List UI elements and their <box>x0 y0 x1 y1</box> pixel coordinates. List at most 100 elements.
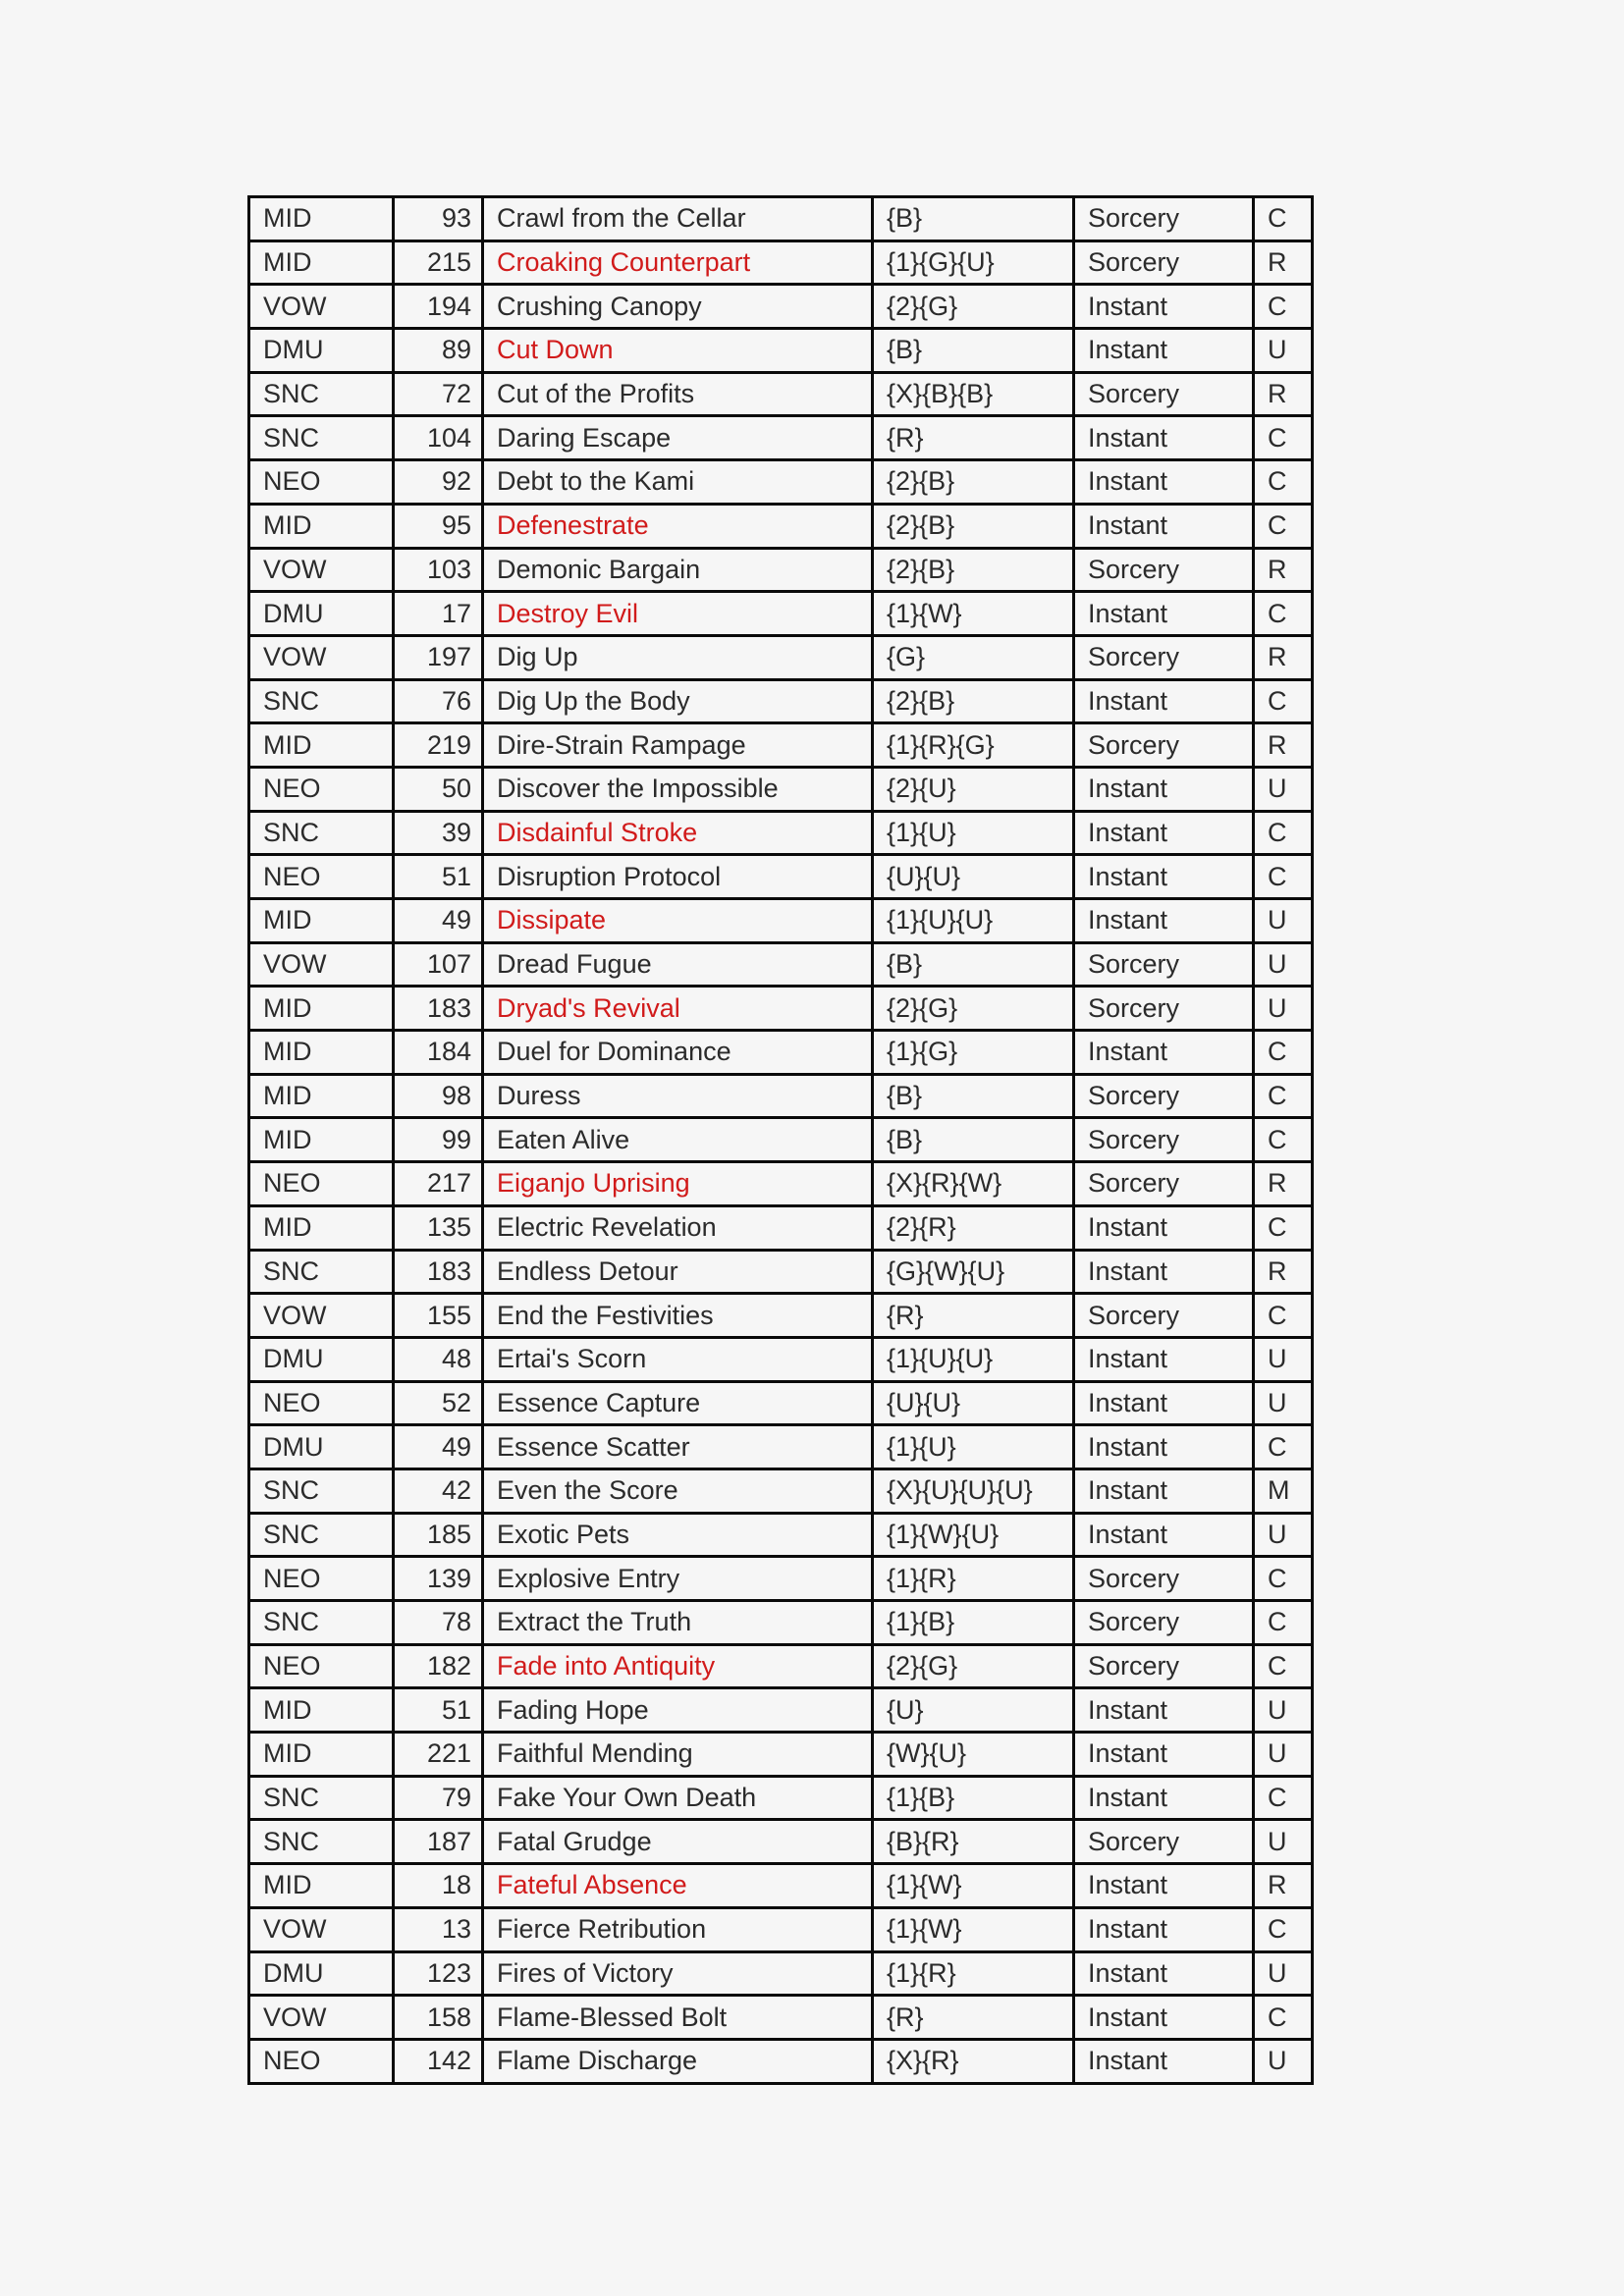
set-cell: DMU <box>247 327 395 374</box>
number-cell: 183 <box>392 985 484 1033</box>
set-cell: DMU <box>247 1335 395 1383</box>
number-cell: 184 <box>392 1029 484 1076</box>
number-cell: 76 <box>392 677 484 725</box>
number-cell: 221 <box>392 1731 484 1778</box>
cost-cell: {1}{G}{U} <box>871 239 1075 287</box>
type-cell: Instant <box>1072 1203 1255 1252</box>
number-cell: 18 <box>392 1862 484 1909</box>
rarity-cell: C <box>1252 809 1314 857</box>
cost-cell: {X}{R} <box>871 2037 1075 2085</box>
rarity-cell: U <box>1252 1335 1314 1383</box>
number-cell: 158 <box>392 1994 484 2041</box>
number-cell: 182 <box>392 1642 484 1690</box>
cost-cell: {G}{W}{U} <box>871 1248 1075 1296</box>
number-cell: 219 <box>392 721 484 769</box>
cost-cell: {1}{B} <box>871 1774 1075 1822</box>
set-cell: MID <box>247 721 395 769</box>
set-cell: MID <box>247 1686 395 1735</box>
number-cell: 42 <box>392 1467 484 1515</box>
name-cell: Fateful Absence <box>481 1862 874 1909</box>
rarity-cell: C <box>1252 1774 1314 1822</box>
rarity-cell: U <box>1252 1379 1314 1427</box>
number-cell: 49 <box>392 897 484 944</box>
name-cell: Exotic Pets <box>481 1511 874 1559</box>
card-row: VOW 197 Dig Up {G} Sorcery R <box>247 633 1314 681</box>
card-row: DMU 49 Essence Scatter {1}{U} Instant C <box>247 1423 1314 1470</box>
rarity-cell: U <box>1252 2037 1314 2085</box>
cost-cell: {1}{U}{U} <box>871 1335 1075 1383</box>
cost-cell: {1}{G} <box>871 1029 1075 1076</box>
set-cell: MID <box>247 1029 395 1076</box>
type-cell: Instant <box>1072 765 1255 813</box>
card-list-table: MID 93 Crawl from the Cellar {B} Sorcery C MID… <box>247 195 1314 2085</box>
name-cell: Disruption Protocol <box>481 853 874 900</box>
card-row: SNC 79 Fake Your Own Death {1}{B} Instant C <box>247 1774 1314 1822</box>
rarity-cell: C <box>1252 1292 1314 1339</box>
number-cell: 95 <box>392 502 484 550</box>
rarity-cell: C <box>1252 1599 1314 1646</box>
rarity-cell: U <box>1252 940 1314 988</box>
card-table-body: MID 93 Crawl from the Cellar {B} Sorcery C MID… <box>247 195 1314 2085</box>
set-cell: MID <box>247 502 395 550</box>
card-row: DMU 89 Cut Down {B} Instant U <box>247 327 1314 374</box>
type-cell: Sorcery <box>1072 1072 1255 1120</box>
rarity-cell: C <box>1252 1116 1314 1164</box>
card-row: NEO 217 Eiganjo Uprising {X}{R}{W} Sorcery R <box>247 1160 1314 1207</box>
card-row: DMU 48 Ertai's Scorn {1}{U}{U} Instant U <box>247 1335 1314 1383</box>
set-cell: SNC <box>247 677 395 725</box>
rarity-cell: C <box>1252 458 1314 506</box>
name-cell: Explosive Entry <box>481 1555 874 1602</box>
rarity-cell: U <box>1252 1511 1314 1559</box>
type-cell: Sorcery <box>1072 940 1255 988</box>
cost-cell: {2}{B} <box>871 677 1075 725</box>
number-cell: 48 <box>392 1335 484 1383</box>
name-cell: Dig Up the Body <box>481 677 874 725</box>
type-cell: Instant <box>1072 1379 1255 1427</box>
rarity-cell: C <box>1252 502 1314 550</box>
name-cell: Demonic Bargain <box>481 546 874 594</box>
type-cell: Instant <box>1072 1248 1255 1296</box>
type-cell: Sorcery <box>1072 1116 1255 1164</box>
set-cell: MID <box>247 195 395 242</box>
cost-cell: {1}{U} <box>871 1423 1075 1470</box>
card-row: MID 51 Fading Hope {U} Instant U <box>247 1686 1314 1735</box>
type-cell: Instant <box>1072 1029 1255 1076</box>
set-cell: SNC <box>247 1599 395 1646</box>
name-cell: Cut of the Profits <box>481 370 874 418</box>
rarity-cell: C <box>1252 677 1314 725</box>
card-row: NEO 142 Flame Discharge {X}{R} Instant U <box>247 2037 1314 2085</box>
number-cell: 123 <box>392 1949 484 1998</box>
card-row: MID 215 Croaking Counterpart {1}{G}{U} Sorce… <box>247 239 1314 287</box>
number-cell: 92 <box>392 458 484 506</box>
number-cell: 93 <box>392 195 484 242</box>
rarity-cell: U <box>1252 985 1314 1033</box>
number-cell: 197 <box>392 633 484 681</box>
set-cell: NEO <box>247 458 395 506</box>
card-row: SNC 42 Even the Score {X}{U}{U}{U} Instant M <box>247 1467 1314 1515</box>
cost-cell: {U}{U} <box>871 853 1075 900</box>
type-cell: Instant <box>1072 1994 1255 2041</box>
rarity-cell: C <box>1252 283 1314 331</box>
number-cell: 39 <box>392 809 484 857</box>
number-cell: 187 <box>392 1818 484 1866</box>
set-cell: VOW <box>247 546 395 594</box>
rarity-cell: C <box>1252 1555 1314 1602</box>
cost-cell: {X}{B}{B} <box>871 370 1075 418</box>
card-row: MID 98 Duress {B} Sorcery C <box>247 1072 1314 1120</box>
type-cell: Instant <box>1072 1731 1255 1778</box>
number-cell: 52 <box>392 1379 484 1427</box>
number-cell: 72 <box>392 370 484 418</box>
card-row: SNC 78 Extract the Truth {1}{B} Sorcery C <box>247 1599 1314 1646</box>
type-cell: Instant <box>1072 1335 1255 1383</box>
set-cell: NEO <box>247 1379 395 1427</box>
card-row: MID 95 Defenestrate {2}{B} Instant C <box>247 502 1314 550</box>
set-cell: SNC <box>247 809 395 857</box>
number-cell: 78 <box>392 1599 484 1646</box>
name-cell: Fatal Grudge <box>481 1818 874 1866</box>
type-cell: Instant <box>1072 1862 1255 1909</box>
set-cell: SNC <box>247 414 395 462</box>
name-cell: Dire-Strain Rampage <box>481 721 874 769</box>
type-cell: Instant <box>1072 502 1255 550</box>
cost-cell: {R} <box>871 414 1075 462</box>
set-cell: SNC <box>247 1467 395 1515</box>
